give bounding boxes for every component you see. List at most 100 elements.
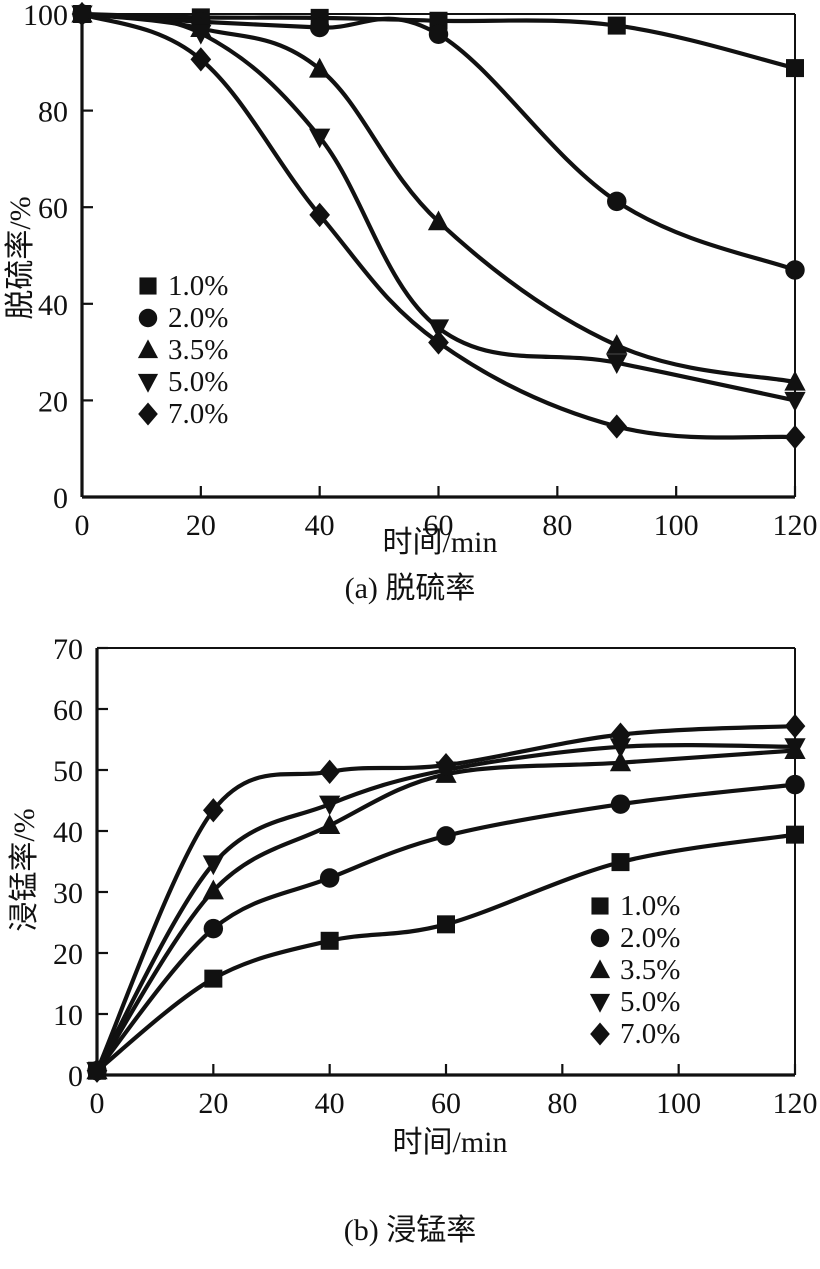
legend-label-3-5%: 3.5% [620,954,680,986]
legend-marker-2-0% [138,308,158,328]
data-point-7-0%-x60 [428,330,449,355]
data-point-7-0%-x90 [610,722,631,747]
data-point-5-0%-x60 [427,319,450,340]
data-point-5-0%-x20 [202,855,224,876]
x-axis-title: 时间/min [392,1126,507,1159]
data-point-3-5%-x60 [427,210,450,231]
data-point-2-0%-x40 [319,868,340,888]
series-curve-7-0% [94,723,798,1073]
data-point-2-0%-x60 [428,24,449,45]
data-point-1-0%-x90 [611,853,630,872]
x-tick-label: 60 [431,1087,461,1120]
legend-label-7-0%: 7.0% [620,1018,680,1050]
data-point-5-0%-x40 [319,795,341,816]
data-point-2-0%-x20 [203,918,224,939]
y-tick-label: 20 [53,938,83,971]
y-tick-label: 20 [38,385,68,418]
data-point-1-0%-x60 [437,915,455,934]
legend: 1.0%2.0%3.5%5.0%7.0% [137,270,228,430]
x-tick-label: 60 [424,509,454,542]
x-tick-label: 0 [75,509,90,542]
series-curve-1-0% [94,832,798,1073]
y-tick-label: 0 [53,482,68,515]
data-point-5-0%-x90 [606,354,628,374]
data-point-2-0%-x90 [607,191,627,212]
legend-label-5-0%: 5.0% [168,366,228,398]
data-point-7-0%-x0 [71,1,93,27]
data-point-1-0%-x20 [204,969,223,988]
x-tick-label: 120 [773,1087,818,1120]
data-point-5-0%-x20 [190,24,212,45]
legend-label-5-0%: 5.0% [620,986,680,1018]
x-tick-label: 40 [305,509,335,542]
data-point-7-0%-x0 [86,1058,108,1083]
data-point-2-0%-x90 [610,794,631,814]
desulfurization-rate-chart: 0 20 40 60 80 100 0 20 40 60 80 100 120 时间/min 脱硫率/% 1.… [4,0,818,559]
chart-panel-b: 0 10 20 30 40 50 60 70 0 20 40 60 80 100 120 时间/min 浸锰率/… [0,620,820,1269]
data-point-5-0%-x90 [609,738,632,759]
data-point-5-0%-x120 [784,738,806,759]
data-point-7-0%-x120 [784,424,806,450]
series-curve-3-5% [94,748,798,1073]
y-tick-label: 60 [53,694,83,727]
x-tick-label: 80 [542,509,572,542]
x-tick-label: 20 [198,1087,228,1120]
data-point-2-0%-x120 [785,774,805,795]
x-tick-label: 20 [186,509,216,542]
x-tick-label: 0 [90,1087,105,1120]
data-point-3-5%-x40 [319,814,341,835]
legend-label-1-0%: 1.0% [620,890,680,922]
data-point-7-0%-x20 [190,47,212,72]
chart-panel-a: 0 20 40 60 80 100 0 20 40 60 80 100 120 时间/min 脱硫率/% 1.… [0,0,820,612]
y-tick-label: 70 [53,633,83,666]
data-point-7-0%-x40 [309,202,331,228]
data-point-7-0%-x60 [435,752,457,778]
data-point-2-0%-x60 [436,826,456,846]
x-tick-label: 120 [773,509,818,542]
y-tick-label: 40 [38,289,68,322]
data-point-1-0%-x60 [429,11,448,30]
data-point-7-0%-x120 [784,713,806,739]
y-tick-label: 30 [53,877,83,910]
y-tick-label: 60 [38,192,68,225]
series-curve-2-0% [94,782,798,1073]
y-tick-label: 10 [53,999,83,1032]
y-tick-label: 50 [53,755,83,788]
y-axis-title: 脱硫率/% [4,196,37,319]
legend-marker-3-5% [589,959,611,979]
data-point-3-5%-x20 [202,879,224,900]
data-point-5-0%-x120 [784,391,806,412]
legend-marker-5-0% [137,373,159,393]
data-point-7-0%-x90 [606,414,628,439]
legend-marker-2-0% [590,928,610,948]
legend-label-1-0%: 1.0% [168,270,228,302]
x-tick-label: 100 [654,509,699,542]
data-point-1-0%-x40 [320,931,339,950]
y-tick-label: 40 [53,816,83,849]
panel-a-caption: (a) 脱硫率 [344,572,476,605]
legend-marker-7-0% [590,1022,610,1046]
legend-marker-1-0% [139,277,157,295]
y-tick-label: 100 [23,0,68,32]
legend-marker-1-0% [591,897,609,915]
data-point-2-0%-x40 [309,17,330,38]
legend: 1.0%2.0%3.5%5.0%7.0% [589,890,680,1050]
legend-marker-7-0% [138,402,158,426]
data-point-7-0%-x40 [319,759,341,784]
series-curve-5-0% [94,743,798,1073]
manganese-leaching-rate-chart: 0 10 20 30 40 50 60 70 0 20 40 60 80 100 120 时间/min 浸锰率/… [8,633,818,1159]
y-tick-label: 80 [38,96,68,129]
x-tick-label: 100 [656,1087,701,1120]
x-tick-label: 80 [547,1087,577,1120]
y-axis-title: 浸锰率/% [8,808,41,931]
legend-marker-5-0% [589,993,611,1013]
data-point-3-5%-x90 [606,334,628,354]
data-point-1-0%-x90 [607,16,626,35]
legend-label-2-0%: 2.0% [620,922,680,954]
x-tick-label: 40 [315,1087,345,1120]
x-axis-title: 时间/min [382,526,497,559]
data-point-3-5%-x90 [609,751,632,772]
legend-label-2-0%: 2.0% [168,302,228,334]
data-point-2-0%-x120 [785,260,805,280]
